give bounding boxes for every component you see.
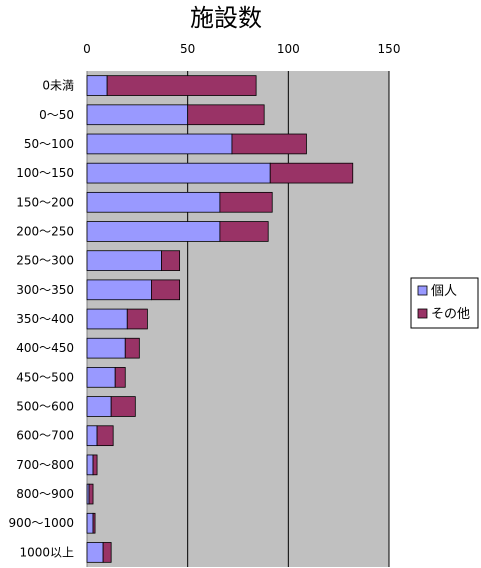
bars (86, 75, 354, 563)
bar-segment (86, 367, 116, 388)
bar-segment (86, 104, 189, 126)
legend-label: その他 (431, 307, 470, 322)
bar-segment (86, 425, 98, 447)
x-tick-label: 0 (83, 42, 91, 56)
category-label: 700〜800 (16, 458, 74, 472)
category-label: 150〜200 (16, 195, 74, 209)
legend-swatch (417, 308, 428, 319)
bar-segment (114, 367, 126, 388)
category-label: 1000以上 (19, 545, 74, 559)
bar-segment (151, 279, 181, 301)
bar-segment (102, 542, 112, 563)
bar-segment (92, 454, 98, 476)
x-tick-label: 50 (180, 42, 195, 56)
category-label: 500〜600 (16, 400, 74, 414)
category-label: 0未満 (42, 79, 74, 93)
bar-segment (88, 483, 94, 505)
category-label: 450〜500 (16, 370, 74, 384)
bar-segment (86, 133, 233, 155)
x-axis-ticks: 0 50 100 150 (83, 42, 400, 56)
category-label: 50〜100 (24, 137, 74, 151)
bar-segment (231, 133, 307, 155)
x-tick-label: 100 (277, 42, 300, 56)
bar-segment (86, 221, 221, 242)
bar-segment (269, 162, 354, 184)
bar-segment (187, 104, 265, 126)
bar-segment (86, 337, 126, 359)
category-labels: 0未満 0〜50 50〜100 100〜150 150〜200 200〜250 250〜30… (9, 79, 74, 560)
x-tick-label: 150 (378, 42, 401, 56)
category-label: 0〜50 (39, 108, 74, 122)
category-label: 800〜900 (16, 487, 74, 501)
bar-segment (86, 454, 94, 476)
bar-segment (161, 250, 181, 271)
category-label: 900〜1000 (9, 516, 74, 530)
bar-segment (219, 191, 273, 213)
legend-swatch (417, 285, 428, 296)
bar-segment (86, 279, 152, 301)
bar-segment (86, 542, 104, 563)
bar-segment (126, 308, 148, 330)
bar-segment (124, 337, 140, 359)
bar-segment (96, 425, 114, 447)
bar-segment (106, 75, 257, 96)
category-label: 350〜400 (16, 312, 74, 326)
bar-segment (86, 396, 112, 417)
bar-segment (219, 221, 269, 242)
category-label: 100〜150 (16, 166, 74, 180)
bar-segment (86, 162, 271, 184)
category-label: 250〜300 (16, 254, 74, 268)
bar-segment (86, 250, 162, 271)
bar-segment (110, 396, 136, 417)
bar-segment (92, 512, 96, 534)
bar-segment (86, 75, 108, 96)
bar-segment (86, 191, 221, 213)
category-label: 600〜700 (16, 429, 74, 443)
category-label: 300〜350 (16, 283, 74, 297)
chart-title: 施設数 (190, 4, 262, 32)
category-label: 200〜250 (16, 224, 74, 238)
bar-segment (86, 512, 94, 534)
legend-label: 個人 (431, 284, 457, 299)
category-label: 400〜450 (16, 341, 74, 355)
bar-segment (86, 308, 128, 330)
